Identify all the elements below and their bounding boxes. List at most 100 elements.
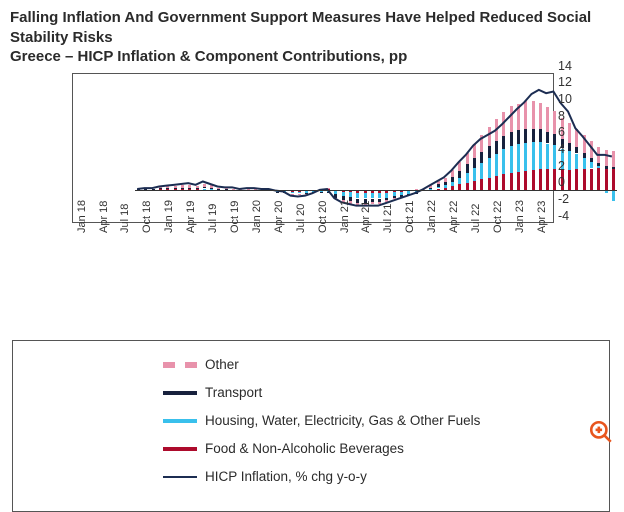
- legend-label-2: Housing, Water, Electricity, Gas & Other…: [205, 413, 480, 428]
- bar-segment-other-41: [437, 181, 440, 184]
- bar-segment-transport-65: [612, 167, 615, 170]
- bar-segment-other-5: [174, 186, 177, 188]
- bar-segment-other-45: [466, 153, 469, 165]
- bar-segment-other-21: [291, 194, 294, 195]
- x-axis-tick-apr-18: Apr 18: [98, 200, 110, 232]
- bar-segment-transport-38: [415, 193, 418, 194]
- bar-segment-transport-7: [188, 188, 191, 190]
- bar-segment-other-51: [510, 106, 513, 132]
- chart-area: 14 12 10 8 6 4 2 0 -2 -4 Jan 18 Apr 18 Jul 18 Oct 18…: [10, 73, 610, 258]
- bar-segment-other-35: [393, 198, 396, 199]
- bar-segment-housing-water-electricity-gas-other-fuels-51: [510, 146, 513, 173]
- x-axis-tick-apr-23: Apr 23: [536, 200, 548, 232]
- bar-segment-transport-51: [510, 132, 513, 146]
- bar-segment-other-12: [225, 188, 228, 189]
- bar-segment-other-22: [298, 194, 301, 195]
- y-axis-tick--2: -2: [558, 192, 598, 206]
- bar-segment-other-57: [553, 111, 556, 134]
- y-axis-labels: 14 12 10 8 6 4 2 0 -2 -4: [558, 66, 598, 231]
- bar-segment-other-47: [480, 135, 483, 152]
- bar-segment-transport-52: [517, 130, 520, 144]
- zoom-icon[interactable]: [588, 419, 614, 445]
- bar-segment-transport-55: [539, 129, 542, 142]
- x-axis-tick-apr-21: Apr 21: [360, 200, 372, 232]
- legend-swatch-3: [163, 447, 197, 451]
- x-axis-tick-jan-18: Jan 18: [76, 199, 88, 232]
- bar-segment-other-23: [305, 194, 308, 195]
- bar-segment-other-40: [429, 185, 432, 188]
- bar-segment-other-8: [196, 186, 199, 188]
- legend-swatch-0: [163, 362, 197, 368]
- bar-segment-housing-water-electricity-gas-other-fuels-47: [480, 163, 483, 180]
- y-axis-tick-10: 10: [558, 92, 598, 106]
- x-axis-tick-oct-20: Oct 20: [317, 200, 329, 232]
- x-axis-tick-oct-19: Oct 19: [229, 200, 241, 232]
- bar-segment-food-non-alcoholic-beverages-47: [480, 179, 483, 190]
- bar-segment-housing-water-electricity-gas-other-fuels-65: [612, 190, 615, 201]
- bar-segment-other-49: [495, 119, 498, 141]
- legend-label-3: Food & Non-Alcoholic Beverages: [205, 441, 404, 456]
- y-axis-tick-6: 6: [558, 125, 598, 139]
- chart-page: Falling Inflation And Government Support…: [0, 0, 624, 451]
- zero-axis-line: [135, 190, 617, 191]
- y-axis-tick-8: 8: [558, 109, 598, 123]
- bar-segment-food-non-alcoholic-beverages-45: [466, 183, 469, 191]
- bar-segment-other-27: [334, 198, 337, 199]
- bar-segment-other-34: [385, 200, 388, 202]
- bar-segment-other-44: [458, 162, 461, 171]
- legend-item-housing-water-electricity-gas-other-fuels: Housing, Water, Electricity, Gas & Other…: [163, 407, 609, 435]
- x-axis-tick-jan-19: Jan 19: [163, 199, 175, 232]
- y-axis-tick-4: 4: [558, 142, 598, 156]
- bar-segment-transport-40: [429, 188, 432, 189]
- bar-segment-other-3: [159, 187, 162, 188]
- bar-segment-food-non-alcoholic-beverages-54: [532, 170, 535, 190]
- bar-segment-transport-57: [553, 134, 556, 145]
- bar-segment-food-non-alcoholic-beverages-52: [517, 172, 520, 190]
- chart-title-line2: Greece – HICP Inflation & Component Cont…: [10, 47, 614, 67]
- bar-segment-other-42: [444, 178, 447, 182]
- bar-segment-housing-water-electricity-gas-other-fuels-45: [466, 173, 469, 183]
- bar-segment-other-7: [188, 185, 191, 188]
- bar-segment-housing-water-electricity-gas-other-fuels-49: [495, 154, 498, 177]
- bar-segment-other-65: [612, 151, 615, 167]
- bar-segment-housing-water-electricity-gas-other-fuels-55: [539, 142, 542, 170]
- bar-segment-transport-8: [196, 188, 199, 190]
- bar-segment-other-46: [473, 144, 476, 158]
- bar-segment-food-non-alcoholic-beverages-51: [510, 173, 513, 191]
- bar-segment-transport-37: [407, 194, 410, 195]
- y-axis-tick-14: 14: [558, 59, 598, 73]
- bar-segment-food-non-alcoholic-beverages-46: [473, 181, 476, 190]
- bar-segment-other-9: [203, 184, 206, 187]
- bar-segment-transport-5: [174, 188, 177, 190]
- bar-segment-transport-49: [495, 141, 498, 154]
- bar-segment-transport-56: [546, 132, 549, 144]
- bar-segment-food-non-alcoholic-beverages-53: [524, 171, 527, 190]
- x-axis-tick-jul-21: Jul 21: [382, 203, 394, 232]
- y-axis-tick-0: 0: [558, 175, 598, 189]
- legend-label-1: Transport: [205, 385, 262, 400]
- x-axis-tick-jan-23: Jan 23: [514, 199, 526, 232]
- legend-swatch-4: [163, 476, 197, 478]
- bar-segment-transport-10: [210, 188, 213, 189]
- legend-item-other: Other: [163, 351, 609, 379]
- bar-segment-food-non-alcoholic-beverages-49: [495, 176, 498, 190]
- legend-item-transport: Transport: [163, 379, 609, 407]
- bar-segment-food-non-alcoholic-beverages-56: [546, 169, 549, 190]
- bar-segment-food-non-alcoholic-beverages-48: [488, 178, 491, 191]
- bar-segment-food-non-alcoholic-beverages-64: [605, 169, 608, 191]
- bar-segment-food-non-alcoholic-beverages-65: [612, 169, 615, 190]
- x-axis-tick-apr-19: Apr 19: [185, 200, 197, 232]
- bar-segment-transport-47: [480, 152, 483, 163]
- chart-title-line1: Falling Inflation And Government Support…: [10, 8, 614, 47]
- bar-segment-housing-water-electricity-gas-other-fuels-53: [524, 143, 527, 171]
- bar-segment-other-48: [488, 127, 491, 146]
- bar-segment-other-56: [546, 107, 549, 132]
- bar-segment-housing-water-electricity-gas-other-fuels-46: [473, 168, 476, 181]
- bar-segment-housing-water-electricity-gas-other-fuels-57: [553, 145, 556, 169]
- bar-segment-housing-water-electricity-gas-other-fuels-43: [451, 182, 454, 186]
- bar-segment-transport-25: [320, 192, 323, 193]
- x-axis-tick-jul-20: Jul 20: [295, 203, 307, 232]
- legend-box: Other Transport Housing, Water, Electricit…: [12, 340, 610, 512]
- bar-segment-transport-4: [166, 188, 169, 190]
- bar-segment-other-53: [524, 101, 527, 129]
